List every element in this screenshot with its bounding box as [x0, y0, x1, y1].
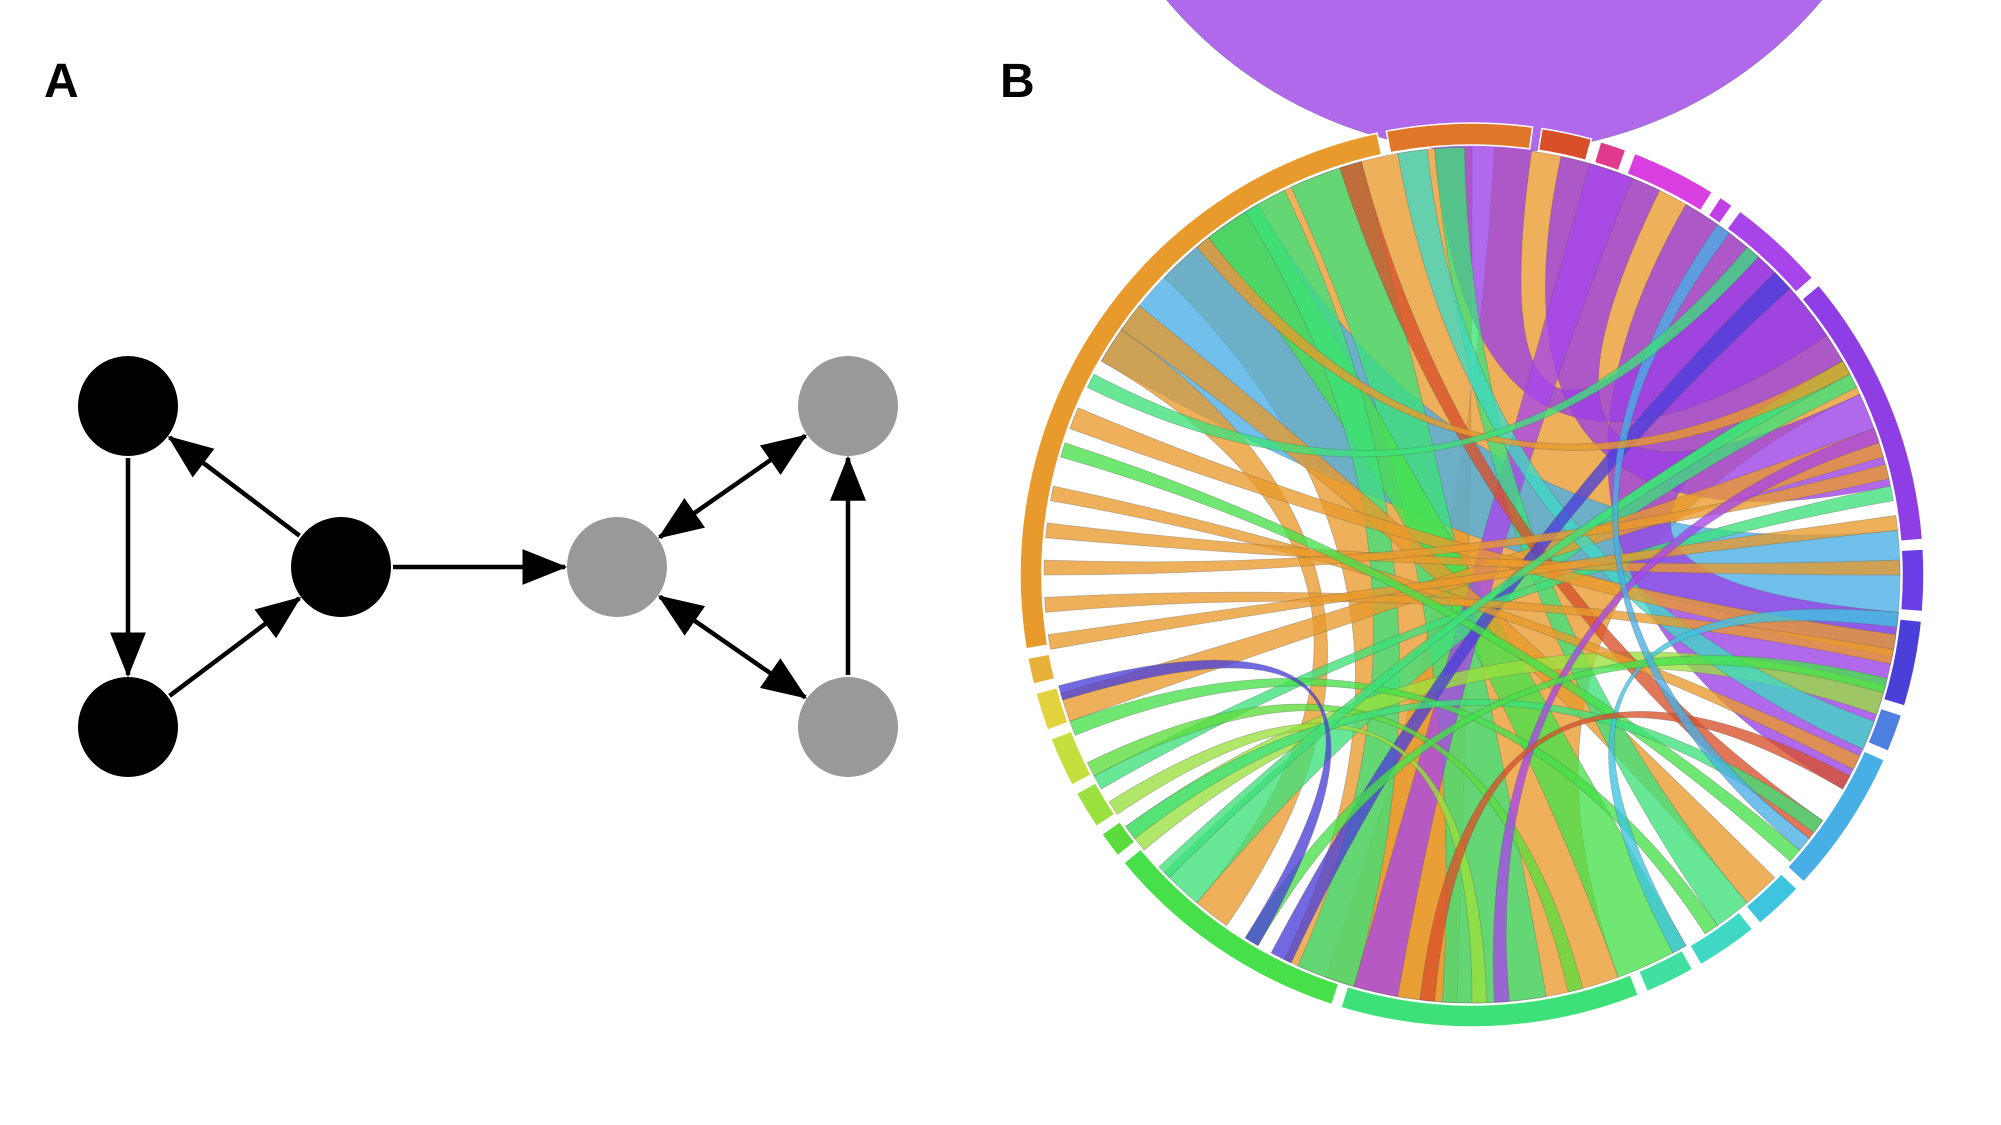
chord-ribbon-17 [1339, 161, 1824, 840]
chord-ribbon-31 [1608, 608, 1899, 954]
chord-ribbon-32 [1492, 428, 1880, 1003]
chord-ribbon-9 [1353, 163, 1633, 997]
chord-ribbon-0 [1325, 147, 1861, 1004]
chord-ribbon-23 [1043, 463, 1890, 576]
chord-ribbon-6 [1290, 161, 1547, 1004]
chord-ribbon-8 [1244, 189, 1400, 987]
chord-ribbon-39 [1058, 659, 1332, 947]
edge-b2-b1 [167, 435, 301, 538]
chord-segment-20 [1034, 686, 1070, 732]
chord-ribbon-24 [1044, 591, 1894, 665]
chord-ribbon-19 [1093, 485, 1894, 790]
chord-ribbon-34 [1158, 360, 1851, 879]
panel-a-label: A [44, 55, 79, 108]
chord-segment-5 [1707, 196, 1734, 225]
chord-segment-11 [1786, 749, 1886, 884]
node-g3 [798, 677, 898, 777]
directed-network-diagram [78, 356, 898, 777]
chord-ribbon-25 [1047, 514, 1899, 650]
node-g1 [567, 517, 667, 617]
chord-ribbon-26 [1060, 442, 1801, 862]
chord-ribbon-5 [1545, 155, 1892, 502]
chord-ribbon-35 [1419, 711, 1851, 1002]
chord-segment-17 [1100, 820, 1136, 857]
chord-ribbon-36 [1611, 223, 1810, 851]
chord-ribbon-3 [1607, 203, 1899, 790]
chord-ribbon-11 [1120, 305, 1776, 904]
chord-segment-16 [1122, 847, 1340, 1006]
chord-segment-19 [1049, 730, 1093, 787]
edge-g1-g3 [657, 594, 808, 700]
chord-segment-3 [1593, 140, 1627, 172]
panel-b-label: B [1000, 55, 1035, 108]
chord-segment-4 [1625, 152, 1714, 212]
chord-ribbon-20 [1069, 407, 1897, 658]
chord-segment-8 [1899, 548, 1925, 613]
chord-segment-21 [1026, 653, 1056, 686]
chord-ribbon-38 [1086, 246, 1759, 458]
edge-b3-b2 [168, 596, 302, 698]
edge-g1-g2 [657, 433, 808, 540]
chord-segment-6 [1725, 209, 1814, 294]
chord-ribbon-33 [1244, 655, 1888, 947]
chord-segment-13 [1688, 911, 1754, 966]
chord-ribbon-12 [1434, 146, 1748, 927]
chord-ribbon-10 [1100, 328, 1328, 927]
chord-segment-7 [1800, 283, 1924, 543]
chord-segment-1 [1385, 122, 1534, 154]
chord-segment-18 [1075, 781, 1116, 828]
chord-segment-10 [1866, 707, 1903, 753]
chord-ribbon-22 [1045, 522, 1901, 576]
chord-segment-12 [1744, 872, 1799, 925]
chord-segment-0 [1019, 132, 1383, 650]
chord-ribbon-37 [1196, 237, 1851, 451]
chord-segment-2 [1537, 127, 1593, 162]
chord-segment-15 [1339, 973, 1640, 1028]
chord-ribbon-2 [1100, 203, 1901, 650]
chord-ribbon-4 [1166, 0, 1828, 423]
chord-ribbon-21 [1050, 485, 1861, 770]
chord-ribbon-7 [1207, 203, 1687, 978]
chord-ribbon-30 [1125, 698, 1824, 840]
chord-ribbon-16 [1397, 148, 1875, 750]
chord-ribbon-1 [1163, 146, 1473, 1004]
chord-segment-9 [1882, 618, 1923, 708]
node-b1 [78, 356, 178, 456]
chord-segment-14 [1637, 949, 1694, 993]
node-g2 [798, 356, 898, 456]
chord-ribbon-29 [1108, 722, 1488, 1004]
chord-ribbon-13 [1163, 360, 1858, 904]
node-b2 [291, 517, 391, 617]
chord-ribbon-27 [1069, 677, 1719, 935]
chord-ribbon-28 [1086, 703, 1584, 993]
chord-ribbon-14 [1060, 428, 1884, 722]
chord-ribbon-18 [1270, 271, 1791, 964]
node-b3 [78, 677, 178, 777]
chord-ribbon-15 [1125, 651, 1886, 851]
